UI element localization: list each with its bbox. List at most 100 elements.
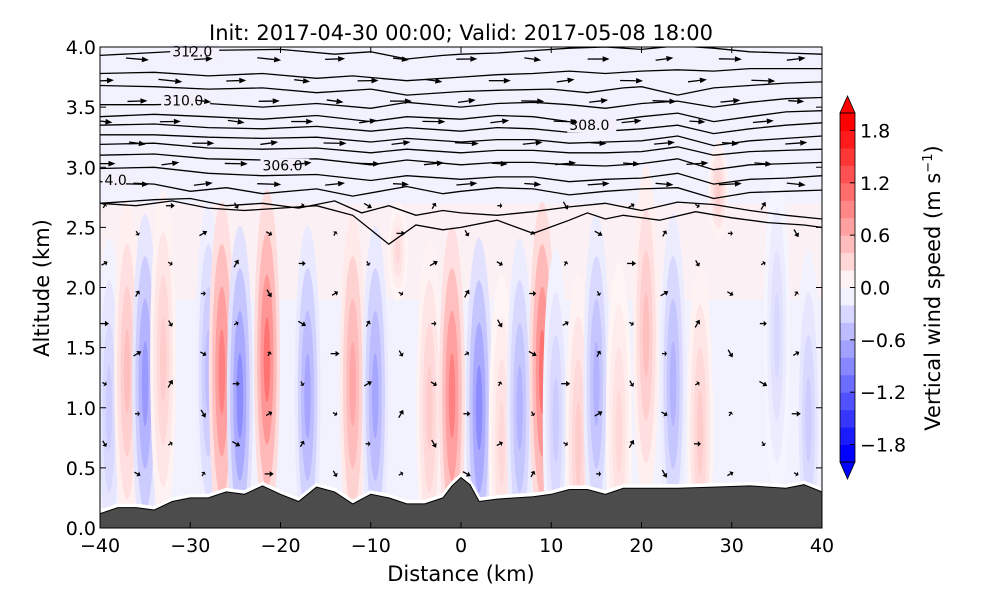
wind-arrow (100, 118, 113, 125)
wind-arrow (621, 118, 642, 125)
wind-vectors (100, 55, 808, 478)
wind-arrow (232, 380, 240, 387)
w-contour (395, 238, 401, 264)
wind-arrow (629, 380, 635, 387)
wind-arrow (590, 140, 607, 147)
wind-arrow (258, 98, 280, 104)
x-tick-label: −40 (80, 535, 120, 557)
wind-arrow (134, 471, 141, 477)
wind-arrow (363, 381, 372, 387)
wind-arrow (298, 260, 306, 267)
wind-arrow (398, 409, 404, 418)
wind-arrow (628, 439, 635, 449)
contour-label: 312.0 (172, 44, 212, 60)
isentrope-line (100, 197, 822, 220)
wind-arrow (200, 290, 206, 297)
wind-arrow (425, 78, 443, 84)
wind-arrow (727, 471, 734, 477)
wind-arrow (391, 140, 411, 146)
isentrope-line (100, 122, 822, 135)
wind-arrow (522, 140, 543, 146)
wind-arrow (727, 230, 733, 237)
wind-arrow (655, 181, 674, 188)
wind-arrow (100, 160, 116, 167)
plot-area: 312.0 310.0 308.0 306.0 4.0 (99, 44, 823, 529)
w-contour (696, 389, 704, 475)
x-tick-label: 20 (629, 535, 653, 557)
wind-arrow (562, 320, 569, 326)
colorbar-label-text: Vertical wind speed (m s (921, 173, 945, 431)
wind-arrow (496, 261, 503, 267)
wind-arrow (721, 140, 739, 147)
wind-arrow (233, 259, 239, 268)
wind-arrow (463, 410, 471, 417)
wind-arrow (125, 181, 149, 187)
wind-arrow (291, 118, 314, 125)
wind-arrow (356, 161, 381, 167)
w-contour (593, 341, 600, 427)
wind-arrow (464, 289, 470, 298)
wind-arrow (264, 471, 274, 477)
wind-arrow (392, 181, 409, 187)
wind-arrow (662, 350, 668, 357)
wind-arrow (530, 470, 536, 478)
w-contour (218, 329, 226, 415)
wind-arrow (496, 441, 503, 447)
wind-arrow (392, 56, 409, 62)
wind-arrow (398, 291, 404, 297)
wind-arrow (720, 98, 741, 104)
w-cell (387, 201, 408, 302)
wind-arrow (530, 411, 536, 416)
wind-arrow (102, 440, 108, 447)
w-cell (583, 213, 610, 528)
colorbar: −1.8 −1.2 −0.6 0.0 0.6 1.2 1.8 Vertical wind s… (839, 95, 945, 480)
wind-arrow (528, 350, 537, 357)
colorbar-tick-label: 0.6 (860, 225, 890, 247)
wind-arrow (265, 411, 273, 417)
wind-arrow (456, 180, 478, 187)
y-tick-label: 2.0 (66, 278, 96, 300)
w-cell (339, 213, 366, 528)
wind-arrow (587, 181, 610, 187)
wind-arrow (266, 289, 272, 298)
wind-arrow (793, 471, 799, 477)
colorbar-band (840, 304, 855, 323)
colorbar-band (840, 444, 855, 463)
x-axis: −40 −30 −20 −10 0 10 20 30 40 (80, 47, 834, 557)
w-contour (552, 377, 560, 463)
wind-arrow (159, 118, 181, 125)
wind-arrow (363, 202, 372, 209)
isentrope-line (100, 96, 822, 109)
colorbar-band (840, 287, 855, 306)
w-cell (466, 237, 493, 528)
w-contour (715, 178, 721, 204)
colorbar-band (840, 409, 855, 428)
w-contour (642, 293, 650, 379)
w-contour (575, 401, 582, 487)
colorbar-band (840, 200, 855, 219)
wind-arrow (652, 98, 677, 105)
wind-arrow (294, 78, 311, 84)
colorbar-ticks: −1.8 −1.2 −0.6 0.0 0.6 1.2 1.8 (850, 120, 906, 457)
wind-arrow (655, 55, 674, 62)
isentrope-line (100, 81, 822, 96)
contour-label: 4.0 (105, 173, 127, 189)
wind-arrow (260, 140, 279, 146)
wind-arrow (332, 411, 338, 417)
wind-arrow (788, 98, 805, 104)
wind-arrow (491, 160, 508, 167)
chart-title: Init: 2017-04-30 00:00; Valid: 2017-05-0… (209, 21, 713, 45)
wind-arrow (661, 411, 668, 417)
wind-arrow (694, 381, 700, 386)
isentrope-line (100, 200, 822, 246)
w-contour (123, 329, 131, 415)
wind-arrow (521, 98, 545, 104)
wind-arrow (102, 381, 107, 387)
terrain-fill (100, 476, 822, 528)
wind-arrow (226, 77, 247, 84)
wind-arrow (761, 441, 766, 446)
wind-arrow (299, 381, 305, 386)
wind-arrow (192, 140, 215, 146)
wind-arrow (135, 290, 141, 297)
wind-arrow (695, 260, 701, 267)
